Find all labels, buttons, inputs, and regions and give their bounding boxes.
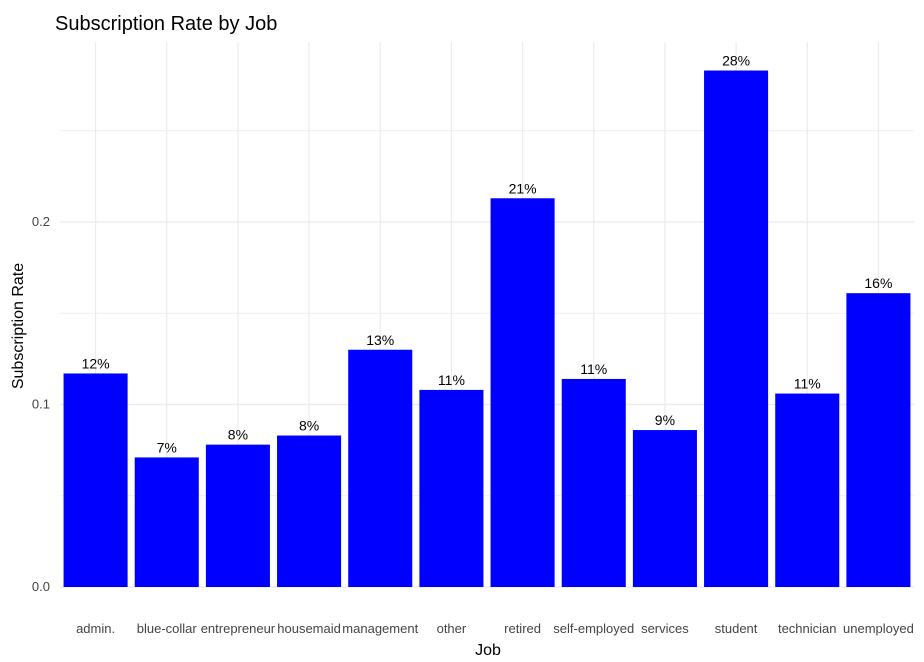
y-tick-label: 0.2 xyxy=(32,214,50,229)
bar-technician xyxy=(775,393,840,587)
bar-management xyxy=(348,349,413,587)
bars xyxy=(63,70,911,587)
chart-title: Subscription Rate by Job xyxy=(55,13,277,35)
bar-services xyxy=(632,430,697,587)
bar-entrepreneur xyxy=(205,444,270,587)
x-tick-label: admin. xyxy=(76,621,115,636)
bar-student xyxy=(704,70,769,587)
data-label: 21% xyxy=(509,180,537,196)
x-tick-label: retired xyxy=(504,621,541,636)
y-tick-label: 0.0 xyxy=(32,579,50,594)
data-label: 16% xyxy=(864,275,892,291)
data-label: 12% xyxy=(82,355,110,371)
x-tick-label: housemaid xyxy=(277,621,341,636)
y-axis-title: Subscription Rate xyxy=(10,263,27,389)
data-label: 13% xyxy=(366,332,394,348)
bar-bluecollar xyxy=(134,457,199,587)
x-tick-label: student xyxy=(715,621,758,636)
x-tick-label: other xyxy=(437,621,467,636)
bar-unemployed xyxy=(846,293,911,587)
x-axis-ticks: admin. blue-collar entrepreneur housemaid ma… xyxy=(76,621,914,636)
data-label: 28% xyxy=(722,53,750,69)
data-label: 11% xyxy=(794,376,821,392)
bar-selfemployed xyxy=(561,378,626,587)
bar-housemaid xyxy=(277,435,342,587)
x-tick-label: management xyxy=(342,621,418,636)
x-tick-label: unemployed xyxy=(843,621,914,636)
x-tick-label: services xyxy=(641,621,689,636)
data-label: 11% xyxy=(438,372,465,388)
bar-admin xyxy=(63,373,128,587)
x-axis-title: Job xyxy=(475,642,501,659)
data-label: 8% xyxy=(299,418,319,434)
data-labels: 12% 7% 8% 8% 13% 11% 21% 11% 9% 28% 11% 16% xyxy=(82,53,893,456)
data-label: 8% xyxy=(228,427,248,443)
y-axis-ticks: 0.0 0.1 0.2 xyxy=(32,214,50,594)
y-tick-label: 0.1 xyxy=(32,397,50,412)
data-label: 11% xyxy=(580,361,607,377)
data-label: 7% xyxy=(157,439,177,455)
data-label: 9% xyxy=(655,412,675,428)
x-tick-label: technician xyxy=(778,621,837,636)
x-tick-label: entrepreneur xyxy=(201,621,276,636)
bar-other xyxy=(419,389,484,587)
x-tick-label: blue-collar xyxy=(137,621,198,636)
bar-retired xyxy=(490,198,555,587)
x-tick-label: self-employed xyxy=(553,621,634,636)
